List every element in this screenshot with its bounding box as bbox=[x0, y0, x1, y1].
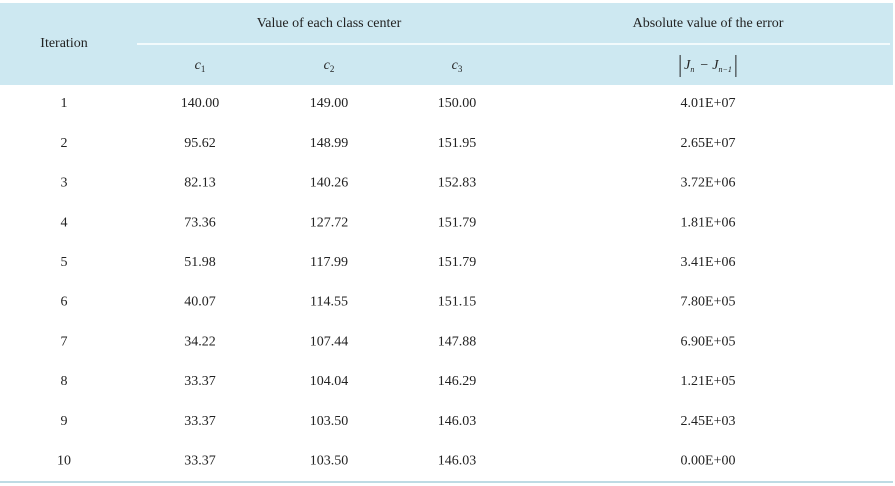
value-cell: 33.37 bbox=[184, 414, 216, 429]
center-column-header: c1 bbox=[195, 58, 206, 74]
iteration-cell: 7 bbox=[61, 334, 68, 349]
operator: − bbox=[700, 58, 708, 73]
value-cell: 140.00 bbox=[181, 96, 220, 111]
value-cell: 2.45E+03 bbox=[681, 414, 736, 429]
value-cell: 34.22 bbox=[184, 334, 216, 349]
subscript: 3 bbox=[458, 64, 463, 74]
value-cell: 103.50 bbox=[310, 414, 349, 429]
value-cell: 149.00 bbox=[310, 96, 349, 111]
subscript: n−1 bbox=[718, 65, 731, 74]
value-cell: 146.03 bbox=[438, 414, 477, 429]
value-cell: 103.50 bbox=[310, 454, 349, 469]
symbol: c bbox=[324, 58, 331, 73]
iteration-cell: 8 bbox=[61, 374, 68, 389]
value-cell: 148.99 bbox=[310, 136, 349, 151]
symbol: J bbox=[684, 58, 691, 73]
iteration-cell: 5 bbox=[61, 255, 68, 270]
value-cell: 151.95 bbox=[438, 136, 477, 151]
iteration-cell: 4 bbox=[61, 215, 68, 230]
value-cell: 146.29 bbox=[438, 374, 477, 389]
symbol: c bbox=[195, 58, 202, 73]
iteration-cell: 10 bbox=[57, 454, 71, 469]
value-cell: 82.13 bbox=[184, 176, 216, 191]
iteration-cell: 2 bbox=[61, 136, 68, 151]
value-cell: 140.26 bbox=[310, 176, 349, 191]
value-cell: 1.21E+05 bbox=[681, 374, 736, 389]
subscript: 2 bbox=[330, 64, 335, 74]
value-cell: 147.88 bbox=[438, 334, 477, 349]
value-cell: 151.15 bbox=[438, 295, 477, 310]
value-cell: 1.81E+06 bbox=[681, 215, 736, 230]
value-cell: 150.00 bbox=[438, 96, 477, 111]
value-cell: 73.36 bbox=[184, 215, 216, 230]
value-cell: 3.72E+06 bbox=[681, 176, 736, 191]
value-cell: 151.79 bbox=[438, 215, 477, 230]
value-cell: 33.37 bbox=[184, 454, 216, 469]
value-cell: 0.00E+00 bbox=[681, 454, 736, 469]
center-column-header: c2 bbox=[324, 58, 335, 74]
iteration-cell: 1 bbox=[61, 96, 68, 111]
value-cell: 4.01E+07 bbox=[681, 96, 736, 111]
value-cell: 2.65E+07 bbox=[681, 136, 736, 151]
value-cell: 95.62 bbox=[184, 136, 216, 151]
value-cell: 114.55 bbox=[310, 295, 348, 310]
value-cell: 152.83 bbox=[438, 176, 477, 191]
value-cell: 33.37 bbox=[184, 374, 216, 389]
error-formula: Jn − Jn−1 bbox=[684, 58, 732, 74]
value-cell: 107.44 bbox=[310, 334, 349, 349]
value-cell: 104.04 bbox=[310, 374, 349, 389]
value-cell: 151.79 bbox=[438, 255, 477, 270]
centers-group-header: Value of each class center bbox=[257, 16, 402, 31]
value-cell: 51.98 bbox=[184, 255, 216, 270]
value-cell: 40.07 bbox=[184, 295, 216, 310]
center-column-header: c3 bbox=[452, 58, 463, 74]
symbol: J bbox=[712, 58, 719, 73]
subscript: 1 bbox=[201, 64, 206, 74]
subscript: n bbox=[690, 65, 694, 74]
error-group-header: Absolute value of the error bbox=[633, 16, 784, 31]
symbol: c bbox=[452, 58, 459, 73]
iteration-cell: 9 bbox=[61, 414, 68, 429]
value-cell: 117.99 bbox=[310, 255, 348, 270]
value-cell: 3.41E+06 bbox=[681, 255, 736, 270]
value-cell: 6.90E+05 bbox=[681, 334, 736, 349]
iteration-cell: 3 bbox=[61, 176, 68, 191]
iteration-header: Iteration bbox=[40, 36, 87, 51]
value-cell: 146.03 bbox=[438, 454, 477, 469]
iteration-cell: 6 bbox=[61, 295, 68, 310]
value-cell: 7.80E+05 bbox=[681, 295, 736, 310]
value-cell: 127.72 bbox=[310, 215, 349, 230]
